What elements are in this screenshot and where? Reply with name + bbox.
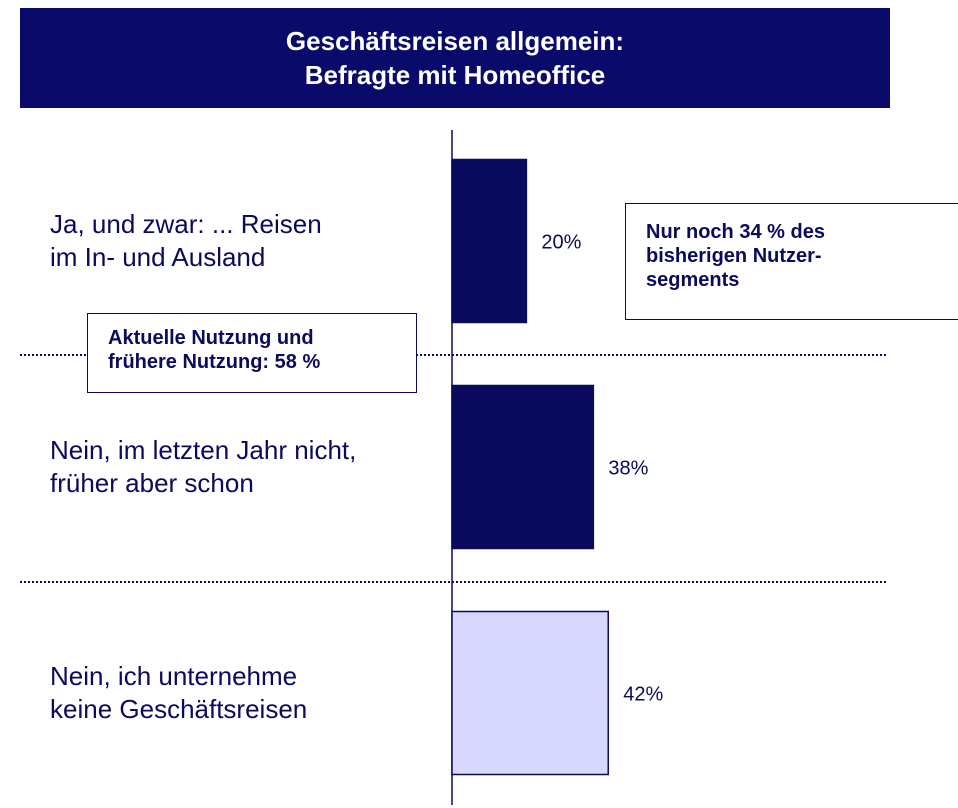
category-label: Nein, ich unternehme keine Geschäftsreis… bbox=[50, 661, 308, 724]
bar bbox=[451, 610, 609, 776]
chart-title: Geschäftsreisen allgemein: Befragte mit … bbox=[20, 8, 890, 108]
value-label: 38% bbox=[608, 457, 649, 480]
category-label: Ja, und zwar: ... Reisen im In- und Ausl… bbox=[50, 209, 322, 272]
category-label: Nein, im letzten Jahr nicht, früher aber… bbox=[50, 435, 357, 498]
bar bbox=[451, 158, 528, 324]
value-label: 42% bbox=[623, 683, 664, 706]
bar bbox=[451, 384, 595, 550]
annotation: Nur noch 34 % des bisherigen Nutzer- seg… bbox=[625, 203, 958, 320]
value-label: 20% bbox=[541, 231, 582, 254]
annotation: Aktuelle Nutzung und frühere Nutzung: 58… bbox=[87, 313, 417, 393]
